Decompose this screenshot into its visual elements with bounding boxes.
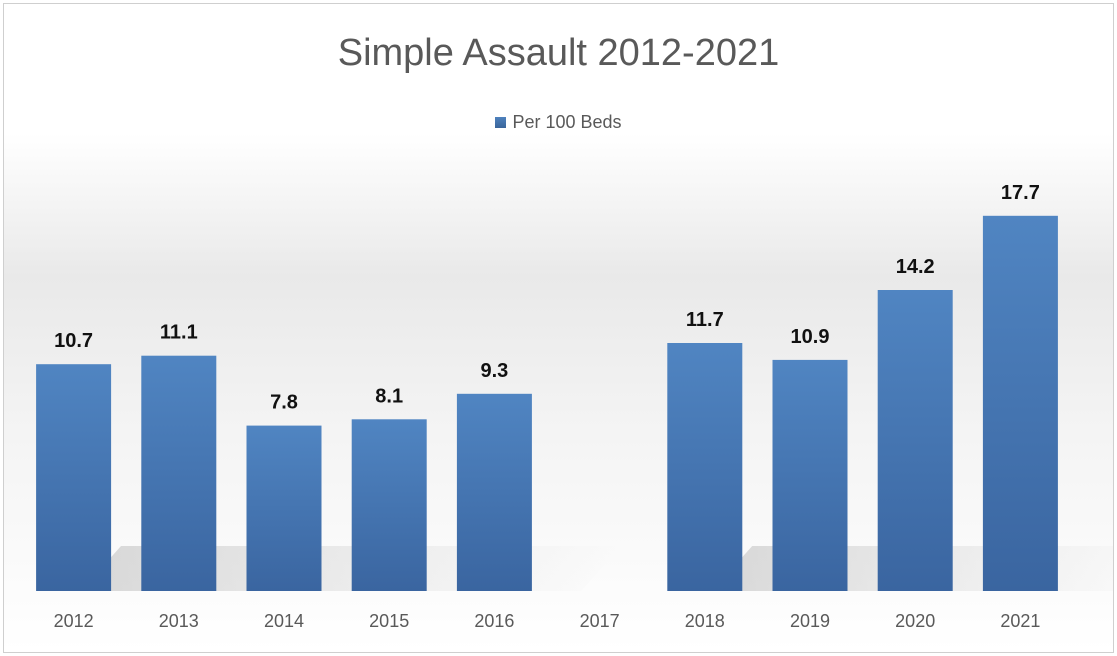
- x-tick-label-2018: 2018: [685, 611, 725, 631]
- bar-2016: [456, 393, 532, 591]
- legend-swatch: [495, 117, 507, 128]
- chart-frame: Simple Assault 2012-2021 Per 100 Beds 10…: [3, 3, 1114, 653]
- data-label-2012: 10.7: [54, 330, 93, 352]
- legend-label: Per 100 Beds: [512, 112, 622, 132]
- x-tick-label-2019: 2019: [790, 611, 830, 631]
- bar-2015: [351, 419, 427, 591]
- data-label-2016: 9.3: [480, 360, 508, 382]
- bar-2014: [246, 425, 322, 591]
- x-tick-label-2013: 2013: [159, 611, 199, 631]
- x-tick-label-2015: 2015: [369, 611, 409, 631]
- bar-2018: [667, 343, 743, 591]
- chart-title: Simple Assault 2012-2021: [337, 32, 780, 74]
- legend: Per 100 Beds: [4, 112, 1113, 133]
- data-label-2021: 17.7: [1001, 182, 1040, 204]
- x-tick-label-2016: 2016: [474, 611, 514, 631]
- data-label-2018: 11.7: [686, 309, 724, 331]
- bar-2012: [36, 364, 112, 591]
- data-label-2014: 7.8: [270, 392, 298, 414]
- data-label-2020: 14.2: [896, 256, 935, 278]
- data-label-2019: 10.9: [791, 326, 830, 348]
- bar-chart: 10.7 11.1 7.8 8.1 9.3 11.7 10.9 14.2 17.7 2012 20…: [36, 182, 1113, 631]
- bar-2019: [772, 359, 848, 591]
- bar-2020: [877, 290, 953, 591]
- bar-2013: [141, 355, 217, 591]
- x-tick-label-2017: 2017: [580, 611, 620, 631]
- data-label-2013: 11.1: [160, 322, 198, 344]
- x-tick-label-2014: 2014: [264, 611, 304, 631]
- x-tick-label-2020: 2020: [895, 611, 935, 631]
- x-tick-label-2012: 2012: [54, 611, 94, 631]
- x-tick-label-2021: 2021: [1000, 611, 1040, 631]
- bar-2021: [982, 215, 1058, 592]
- data-label-2015: 8.1: [375, 385, 403, 407]
